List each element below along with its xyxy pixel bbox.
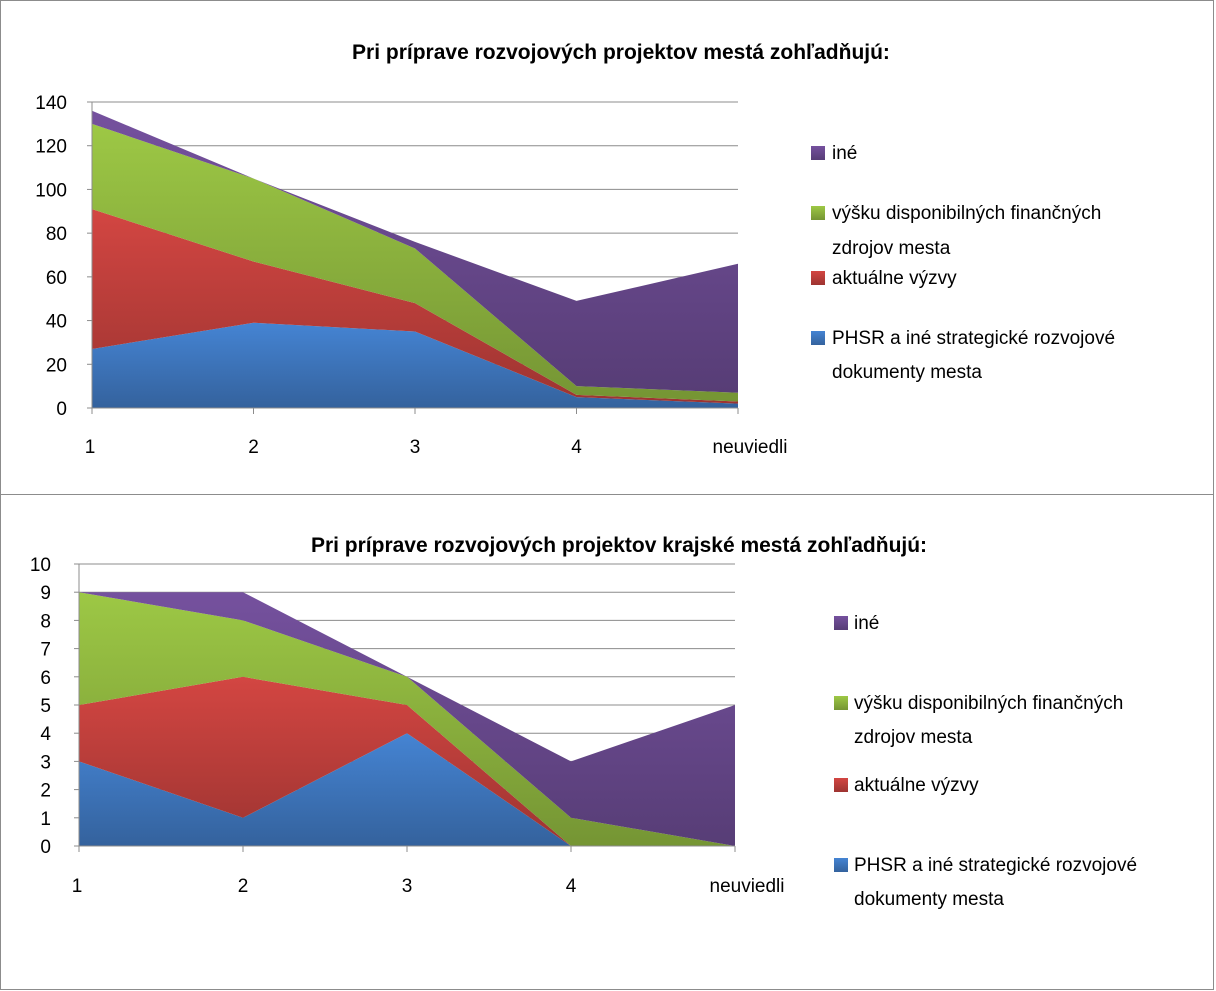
legend-item: aktuálne výzvy bbox=[834, 775, 979, 796]
legend-label: aktuálne výzvy bbox=[832, 268, 957, 289]
area-series-2 bbox=[92, 209, 738, 404]
legend-label: PHSR a iné strategické rozvojové dokument… bbox=[832, 328, 1115, 383]
area-series-group bbox=[92, 110, 738, 408]
legend-item: PHSR a iné strategické rozvojové dokument… bbox=[811, 328, 1115, 383]
x-tick-label: 1 bbox=[85, 437, 96, 458]
area-series-1 bbox=[92, 322, 738, 408]
legend-item: výšku disponibilných finančných zdrojov m… bbox=[811, 203, 1101, 259]
area-series-group bbox=[79, 592, 735, 846]
x-tick-label: 4 bbox=[566, 876, 577, 897]
area-series-3 bbox=[92, 123, 738, 402]
x-tick-label: 2 bbox=[248, 437, 259, 458]
legend-label: PHSR a iné strategické rozvojové dokument… bbox=[854, 855, 1137, 910]
chart-panel-krajske-mesta: Pri príprave rozvojových projektov krajs… bbox=[0, 494, 1214, 990]
legend-label: aktuálne výzvy bbox=[854, 775, 979, 796]
y-tick-label: 8 bbox=[40, 611, 51, 632]
area-series-4 bbox=[79, 592, 735, 846]
y-tick-label: 0 bbox=[56, 399, 67, 420]
y-tick-label: 7 bbox=[40, 640, 51, 661]
y-tick-label: 3 bbox=[40, 752, 51, 773]
x-tick-label: 1 bbox=[72, 876, 83, 897]
x-tick-label: 3 bbox=[410, 437, 421, 458]
y-tick-label: 100 bbox=[35, 180, 67, 201]
y-tick-label: 60 bbox=[46, 268, 67, 289]
y-tick-label: 40 bbox=[46, 312, 67, 333]
chart-panel-mesta: Pri príprave rozvojových projektov mestá… bbox=[0, 0, 1214, 495]
y-tick-label: 1 bbox=[40, 809, 51, 830]
y-tick-label: 4 bbox=[40, 724, 51, 745]
legend-item: iné bbox=[834, 613, 879, 634]
legend-swatch bbox=[811, 146, 825, 160]
legend-label: výšku disponibilných finančných zdrojov m… bbox=[854, 693, 1123, 748]
legend-swatch bbox=[834, 858, 848, 872]
y-tick-label: 2 bbox=[40, 781, 51, 802]
legend-item: výšku disponibilných finančných zdrojov m… bbox=[834, 693, 1123, 748]
legend-label: iné bbox=[832, 143, 857, 164]
y-tick-label: 120 bbox=[35, 137, 67, 158]
legend: iné výšku disponibilných finančných zdrojo… bbox=[811, 143, 1115, 383]
area-chart-mesta: Pri príprave rozvojových projektov mestá… bbox=[35, 41, 1115, 458]
legend-swatch bbox=[834, 778, 848, 792]
y-tick-label: 9 bbox=[40, 583, 51, 604]
legend: iné výšku disponibilných finančných zdrojo… bbox=[834, 613, 1137, 910]
chart-title: Pri príprave rozvojových projektov mestá… bbox=[352, 41, 890, 64]
y-tick-label: 0 bbox=[40, 837, 51, 858]
legend-swatch bbox=[834, 696, 848, 710]
legend-item: aktuálne výzvy bbox=[811, 268, 957, 289]
y-tick-label: 5 bbox=[40, 696, 51, 717]
area-series-3 bbox=[79, 592, 735, 846]
legend-item: PHSR a iné strategické rozvojové dokument… bbox=[834, 855, 1137, 910]
legend-swatch bbox=[811, 206, 825, 220]
legend-swatch bbox=[834, 616, 848, 630]
y-tick-label: 20 bbox=[46, 355, 67, 376]
legend-label: výšku disponibilných finančných zdrojov m… bbox=[832, 203, 1101, 259]
y-tick-label: 80 bbox=[46, 224, 67, 245]
chart-title: Pri príprave rozvojových projektov krajs… bbox=[311, 534, 927, 557]
x-tick-label: 4 bbox=[571, 437, 582, 458]
x-tick-label: 3 bbox=[402, 876, 413, 897]
legend-swatch bbox=[811, 331, 825, 345]
legend-label: iné bbox=[854, 613, 879, 634]
x-tick-label: neuviedli bbox=[710, 876, 785, 897]
area-series-4 bbox=[92, 110, 738, 393]
x-tick-label: neuviedli bbox=[713, 437, 788, 458]
area-chart-krajske-mesta: Pri príprave rozvojových projektov krajs… bbox=[30, 534, 1137, 910]
y-tick-label: 6 bbox=[40, 668, 51, 689]
legend-swatch bbox=[811, 271, 825, 285]
area-series-2 bbox=[79, 676, 735, 846]
y-tick-label: 140 bbox=[35, 93, 67, 114]
y-tick-label: 10 bbox=[30, 555, 51, 576]
legend-item: iné bbox=[811, 143, 857, 164]
x-tick-label: 2 bbox=[238, 876, 249, 897]
